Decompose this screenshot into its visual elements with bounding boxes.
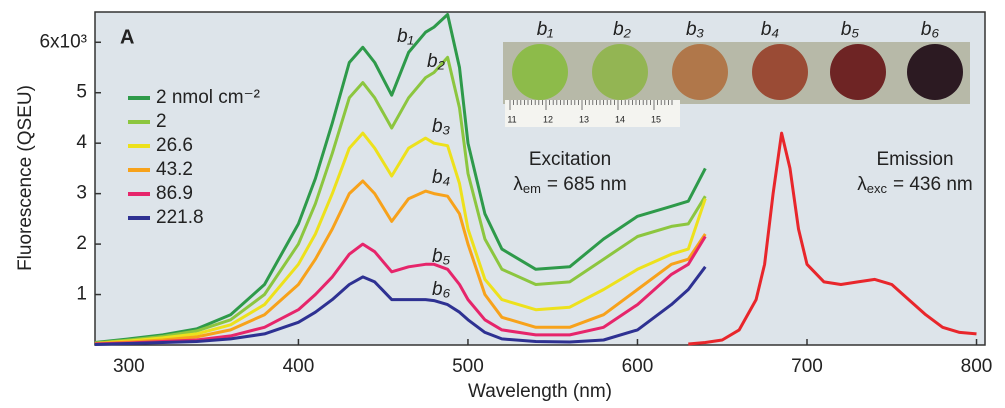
legend-label: 2 nmol cm⁻² <box>156 87 260 108</box>
annotation: λem = 685 nm <box>513 174 626 196</box>
x-tick-label: 500 <box>452 356 484 377</box>
series-line <box>94 55 707 345</box>
ruler-label: 11 <box>507 114 516 124</box>
annotation: λexc = 436 nm <box>857 174 972 196</box>
series-line <box>94 131 707 345</box>
legend-label: 2 <box>156 111 167 132</box>
well <box>907 44 963 100</box>
photo-background <box>503 42 970 104</box>
well <box>830 44 886 100</box>
series-line <box>688 131 977 346</box>
y-tick-label: 1 <box>76 284 87 305</box>
annotation: Excitation <box>529 149 611 170</box>
series-line <box>94 235 707 346</box>
ruler-label: 12 <box>543 114 553 124</box>
y-tick-label: 3 <box>76 183 87 204</box>
y-axis-title: Fluorescence (QSEU) <box>15 85 36 271</box>
annotation-subscript: em <box>523 181 541 196</box>
annotation-value: = 685 nm <box>547 174 627 195</box>
inset-label: b₂ <box>613 19 632 40</box>
x-tick-label: 700 <box>791 356 823 377</box>
well <box>752 44 808 100</box>
y-tick-label: 2 <box>76 233 87 254</box>
well <box>592 44 648 100</box>
curve-label: b₂ <box>427 51 446 72</box>
panel-label: A <box>120 26 134 48</box>
series-line <box>94 13 707 344</box>
curve-label: b₁ <box>397 26 414 47</box>
annotation-symbol: λ <box>513 174 523 195</box>
series-line <box>94 265 707 346</box>
ruler-label: 14 <box>615 114 625 124</box>
y-tick-label: 4 <box>76 132 87 153</box>
inset-label: b₃ <box>686 19 705 40</box>
annotation-symbol: λ <box>857 174 867 195</box>
ruler-label: 15 <box>651 114 661 124</box>
curve-label: b₃ <box>432 116 451 137</box>
legend-label: 86.9 <box>156 183 193 204</box>
annotation-subscript: exc <box>867 181 888 196</box>
inset-label: b₁ <box>537 19 554 40</box>
inset-label: b₅ <box>841 19 860 40</box>
curve-label: b₆ <box>432 279 451 300</box>
annotation: Emission <box>876 149 953 170</box>
inset-label: b₆ <box>921 19 940 40</box>
well <box>512 44 568 100</box>
inset-photo <box>503 42 970 127</box>
curve-label: b₄ <box>432 167 450 188</box>
x-tick-label: 400 <box>283 356 315 377</box>
y-tick-label: 6x10³ <box>39 31 87 52</box>
well <box>672 44 728 100</box>
inset-label: b₄ <box>761 19 779 40</box>
x-axis-title: Wavelength (nm) <box>468 381 612 402</box>
x-tick-label: 300 <box>113 356 145 377</box>
legend-label: 221.8 <box>156 207 204 228</box>
x-tick-label: 800 <box>961 356 993 377</box>
legend-label: 43.2 <box>156 159 193 180</box>
ruler-label: 13 <box>579 114 589 124</box>
series-line <box>94 179 707 345</box>
curve-label: b₅ <box>432 246 451 267</box>
annotation-value: = 436 nm <box>893 174 973 195</box>
y-tick-label: 5 <box>76 82 87 103</box>
x-tick-label: 600 <box>622 356 654 377</box>
legend-label: 26.6 <box>156 135 193 156</box>
